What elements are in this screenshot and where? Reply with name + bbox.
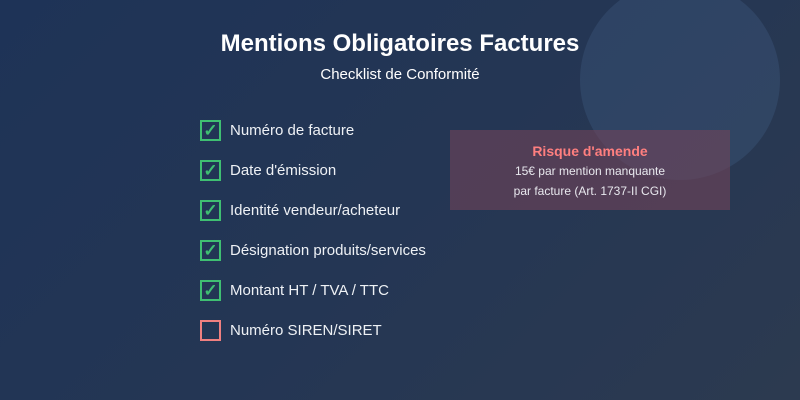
checklist-label: Désignation produits/services [230, 242, 426, 259]
page-subtitle: Checklist de Conformité [320, 66, 480, 83]
checklist-item[interactable]: Numéro SIREN/SIRET [200, 320, 426, 360]
checkbox-checked-icon[interactable]: ✓ [200, 120, 221, 141]
warning-title: Risque d'amende [532, 143, 648, 159]
checklist-item[interactable]: ✓ Identité vendeur/acheteur [200, 200, 426, 240]
checkbox-checked-icon[interactable]: ✓ [200, 200, 221, 221]
checklist-label: Numéro de facture [230, 122, 355, 139]
checklist-label: Numéro SIREN/SIRET [230, 322, 382, 339]
fine-warning-box: Risque d'amende 15€ par mention manquant… [450, 130, 730, 210]
checkbox-checked-icon[interactable]: ✓ [200, 240, 221, 261]
checklist-label: Identité vendeur/acheteur [230, 202, 401, 219]
page-title: Mentions Obligatoires Factures [220, 30, 580, 57]
checklist-item[interactable]: ✓ Numéro de facture [200, 120, 426, 160]
checklist-item[interactable]: ✓ Date d'émission [200, 160, 426, 200]
checkbox-checked-icon[interactable]: ✓ [200, 280, 221, 301]
checkbox-unchecked-icon[interactable] [200, 320, 221, 341]
checklist-label: Date d'émission [230, 162, 337, 179]
checklist: ✓ Numéro de facture ✓ Date d'émission ✓ Ide… [200, 120, 426, 360]
warning-line-2: par facture (Art. 1737-II CGI) [513, 184, 667, 198]
checklist-item[interactable]: ✓ Montant HT / TVA / TTC [200, 280, 426, 320]
warning-line-1: 15€ par mention manquante [514, 164, 666, 178]
checklist-item[interactable]: ✓ Désignation produits/services [200, 240, 426, 280]
checklist-label: Montant HT / TVA / TTC [230, 282, 389, 299]
checkbox-checked-icon[interactable]: ✓ [200, 160, 221, 181]
